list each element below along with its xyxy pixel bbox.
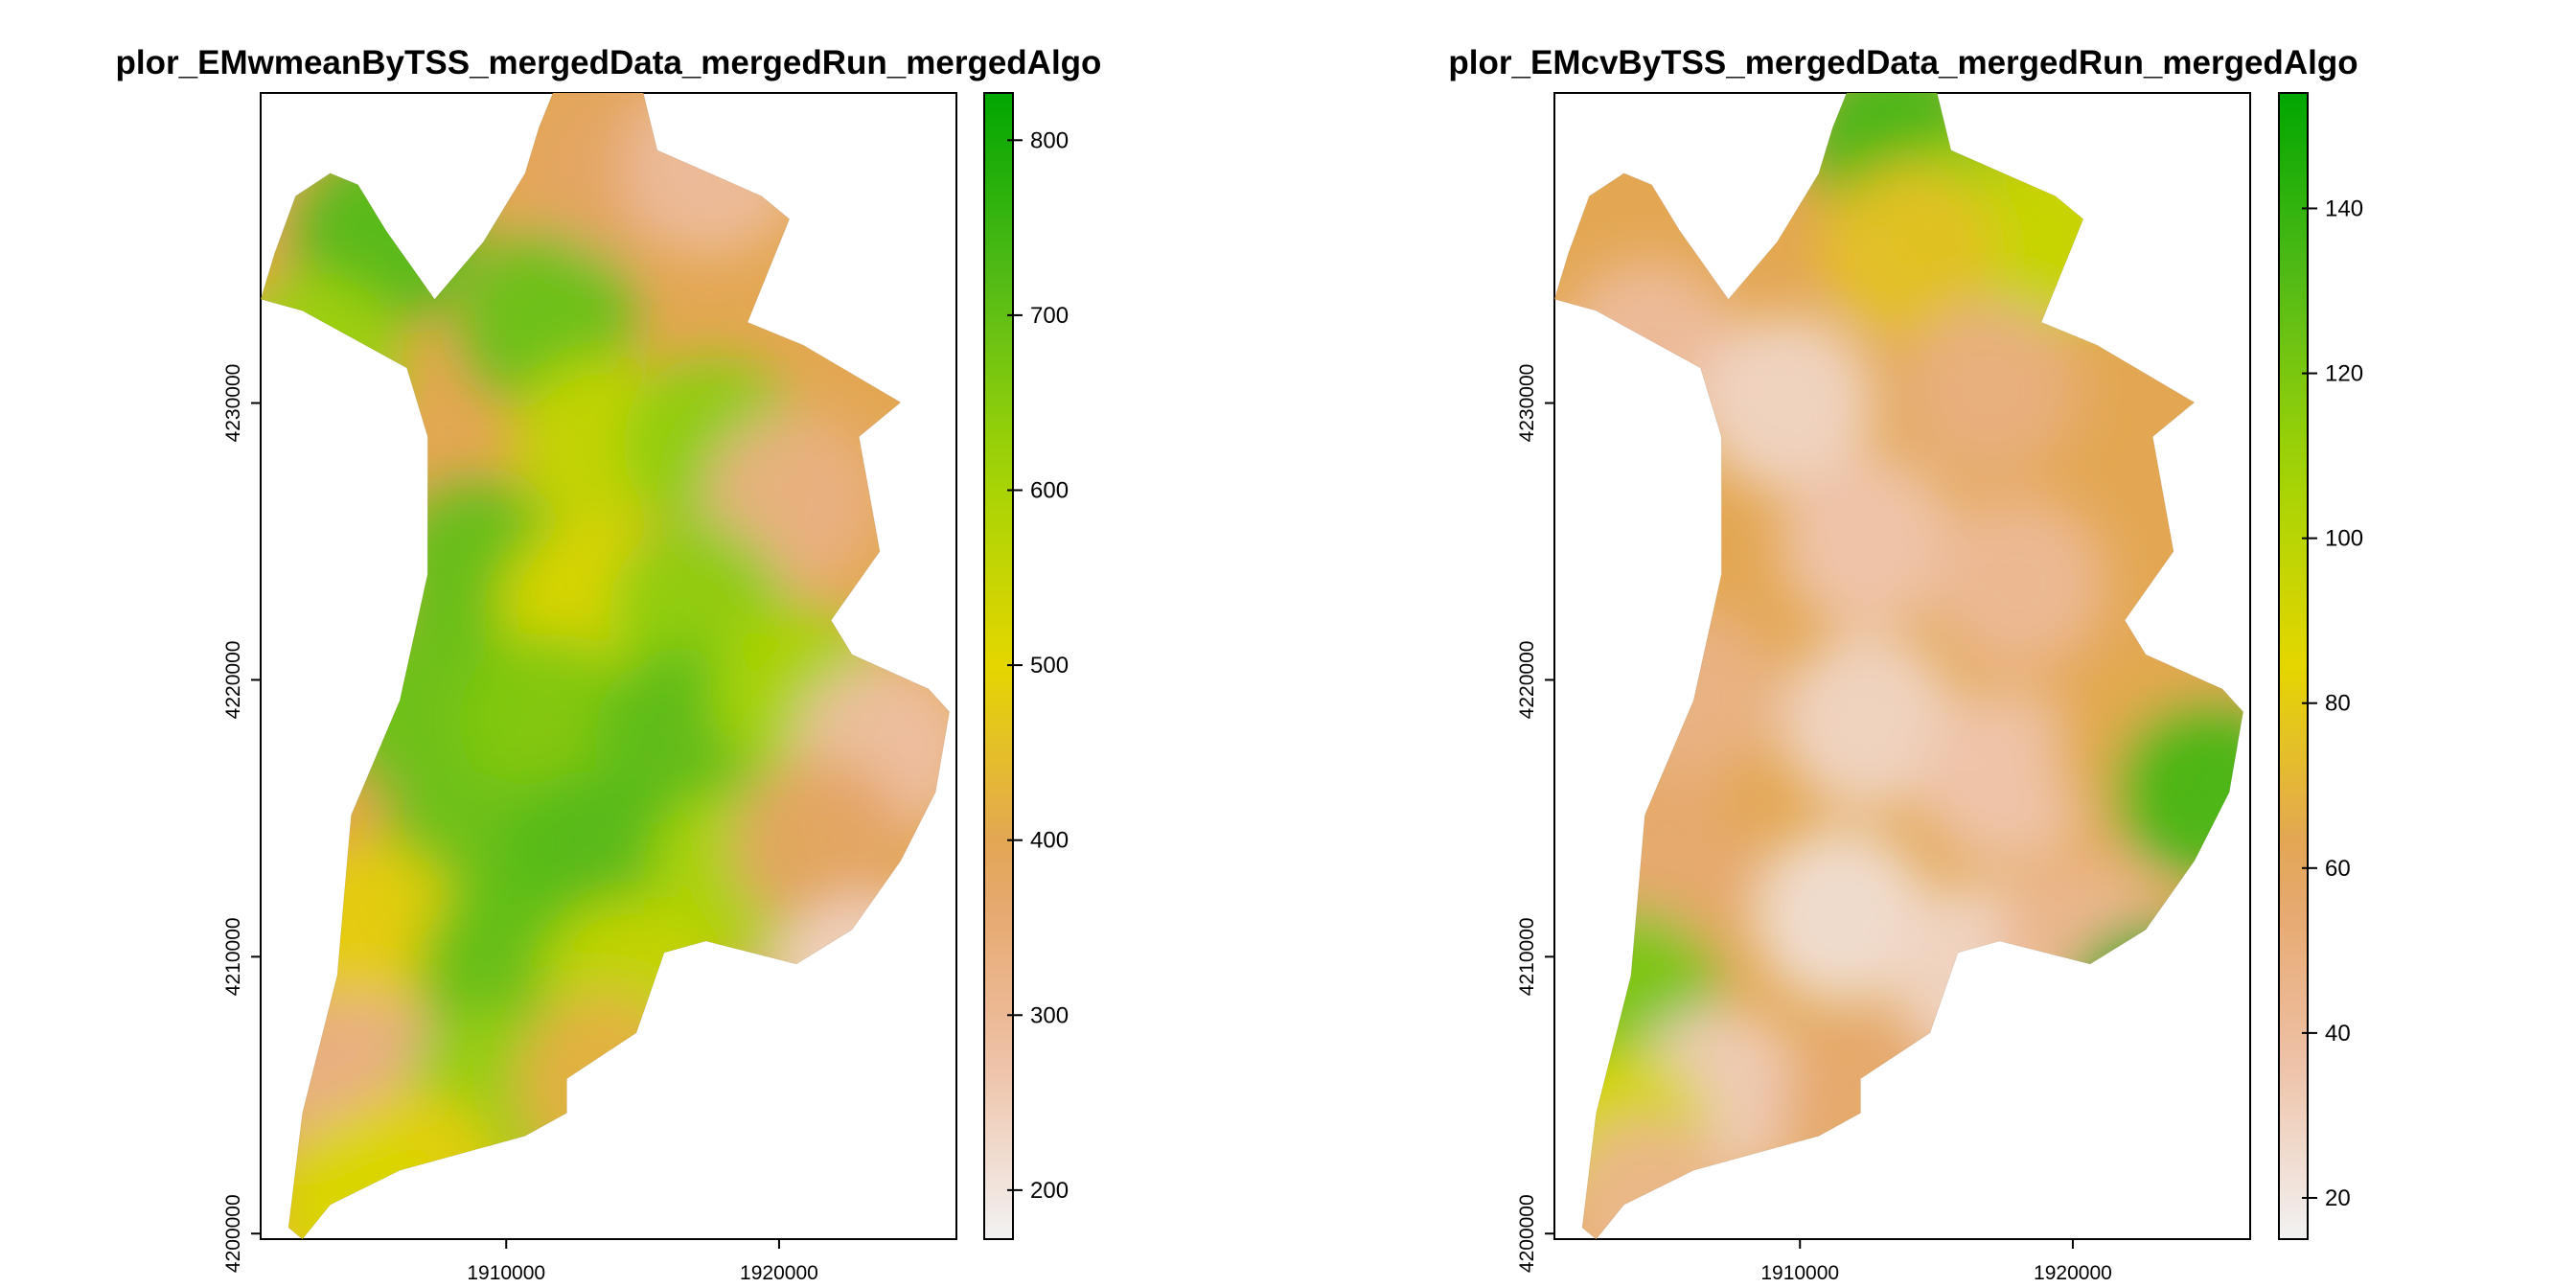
raster-map: [1553, 92, 2244, 1240]
map-edge: [260, 92, 951, 1240]
raster-cell: [772, 896, 950, 1073]
raster-cell: [458, 632, 635, 810]
raster-cell: [1916, 688, 2093, 865]
colorbar-tick-label: 600: [1030, 477, 1069, 503]
colorbar-tick-label: 120: [2325, 361, 2363, 387]
colorbar-tick-label: 140: [2325, 196, 2363, 221]
raster-cell: [1698, 314, 1874, 492]
map-edge: [1553, 92, 2244, 1240]
y-tick-label: 4230000: [1516, 364, 1538, 443]
raster-cell: [1998, 854, 2175, 1031]
colorbar-tick-label: 400: [1030, 828, 1069, 854]
raster-cell: [1930, 494, 2106, 672]
x-axis: 1910000 1920000: [467, 1239, 818, 1284]
y-tick-label: 4200000: [222, 1194, 244, 1273]
colorbar-tick-label: 500: [1030, 653, 1069, 678]
raster-cell: [1780, 1021, 1957, 1198]
colorbar-tick-label: 200: [1030, 1178, 1069, 1204]
y-axis: 4200000 4210000 4220000 4230000: [222, 364, 261, 1273]
y-tick-label: 4210000: [1516, 917, 1538, 996]
colorbar-frame: [2278, 92, 2309, 1240]
colorbar-tick-label: 100: [2325, 526, 2363, 552]
chart-title: plor_EMwmeanByTSS_mergedData_mergedRun_m…: [116, 44, 1102, 81]
map-panel-cv: plor_EMcvByTSS_mergedData_mergedRun_merg…: [1448, 44, 2363, 1284]
raster-cell: [513, 993, 690, 1170]
raster-cell: [1561, 259, 1738, 436]
colorbar-tick-label: 60: [2325, 856, 2351, 882]
x-tick-label: 1910000: [1760, 1262, 1839, 1284]
raster-cell: [2115, 702, 2243, 879]
x-tick-label: 1920000: [740, 1262, 818, 1284]
colorbar-tick-label: 700: [1030, 303, 1069, 329]
x-axis: 1910000 1920000: [1760, 1239, 2112, 1284]
x-tick-label: 1910000: [467, 1262, 545, 1284]
colorbar-tick-label: 800: [1030, 127, 1069, 153]
raster-cell: [1970, 149, 2148, 326]
x-tick-label: 1920000: [2034, 1262, 2112, 1284]
colorbar-tick-label: 80: [2325, 691, 2351, 717]
map-panel-wmean: plor_EMwmeanByTSS_mergedData_mergedRun_m…: [116, 44, 1102, 1284]
y-axis: 4200000 4210000 4220000 4230000: [1516, 364, 1554, 1273]
colorbar-legend: 20 40 60 80 100 120 140: [2278, 92, 2363, 1240]
y-tick-label: 4210000: [222, 917, 244, 996]
colorbar-tick-label: 20: [2325, 1185, 2351, 1211]
colorbar-legend: 200 300 400 500 600 700 800: [983, 92, 1069, 1240]
raster-cell: [1780, 453, 1957, 630]
raster-cell: [1780, 632, 1957, 810]
raster-cell: [1902, 301, 2080, 478]
y-tick-label: 4220000: [222, 641, 244, 720]
colorbar-gradient: [2279, 93, 2308, 1239]
y-tick-label: 4220000: [1516, 641, 1538, 720]
colorbar-tick-label: 40: [2325, 1021, 2351, 1046]
raster-map: [260, 92, 951, 1240]
raster-cell: [2066, 924, 2243, 1101]
y-tick-label: 4200000: [1516, 1194, 1538, 1273]
raster-cell: [1602, 605, 1780, 782]
colorbar-tick-label: 300: [1030, 1002, 1069, 1028]
raster-cell: [267, 1117, 445, 1239]
y-tick-label: 4230000: [222, 364, 244, 443]
raster-cell: [1561, 1117, 1738, 1239]
raster-cell: [622, 93, 799, 256]
chart-title: plor_EMcvByTSS_mergedData_mergedRun_merg…: [1448, 44, 2358, 81]
raster-cell: [1821, 162, 1998, 339]
raster-cell: [731, 757, 908, 934]
raster-cell: [261, 273, 403, 450]
raster-cell: [1752, 827, 1929, 1003]
